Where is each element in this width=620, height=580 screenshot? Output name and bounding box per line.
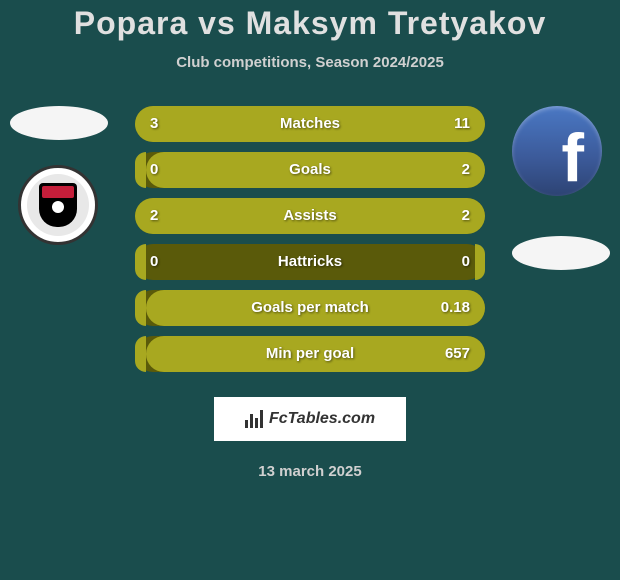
stat-value-right: 2 bbox=[462, 198, 470, 234]
player2-badges: f bbox=[512, 106, 610, 270]
stats-area: f 3Matches110Goals22Assists20Hattricks0G… bbox=[0, 106, 620, 372]
facebook-icon[interactable]: f bbox=[512, 106, 602, 196]
stat-value-right: 2 bbox=[462, 152, 470, 188]
stat-value-right: 657 bbox=[445, 336, 470, 372]
stat-row: 2Assists2 bbox=[135, 198, 485, 234]
stat-label: Assists bbox=[135, 198, 485, 234]
fctables-brand[interactable]: FcTables.com bbox=[214, 397, 406, 441]
player1-badges bbox=[10, 106, 108, 245]
brand-text: FcTables.com bbox=[269, 410, 375, 428]
player1-placeholder-icon bbox=[10, 106, 108, 140]
stat-row: Goals per match0.18 bbox=[135, 290, 485, 326]
stat-row: 0Goals2 bbox=[135, 152, 485, 188]
stats-bars: 3Matches110Goals22Assists20Hattricks0Goa… bbox=[135, 106, 485, 372]
stat-label: Min per goal bbox=[135, 336, 485, 372]
stat-label: Matches bbox=[135, 106, 485, 142]
stat-value-right: 0 bbox=[462, 244, 470, 280]
stat-value-right: 0.18 bbox=[441, 290, 470, 326]
stat-value-right: 11 bbox=[454, 106, 470, 142]
stat-label: Goals per match bbox=[135, 290, 485, 326]
page-title: Popara vs Maksym Tretyakov bbox=[0, 5, 620, 42]
stat-label: Hattricks bbox=[135, 244, 485, 280]
stat-row: Min per goal657 bbox=[135, 336, 485, 372]
comparison-card: Popara vs Maksym Tretyakov Club competit… bbox=[0, 0, 620, 580]
stat-row: 3Matches11 bbox=[135, 106, 485, 142]
player2-placeholder-icon bbox=[512, 236, 610, 270]
player1-crest-icon bbox=[18, 165, 98, 245]
date-label: 13 march 2025 bbox=[0, 463, 620, 480]
stat-label: Goals bbox=[135, 152, 485, 188]
stat-row: 0Hattricks0 bbox=[135, 244, 485, 280]
bar-chart-icon bbox=[245, 410, 263, 428]
subtitle: Club competitions, Season 2024/2025 bbox=[0, 54, 620, 71]
